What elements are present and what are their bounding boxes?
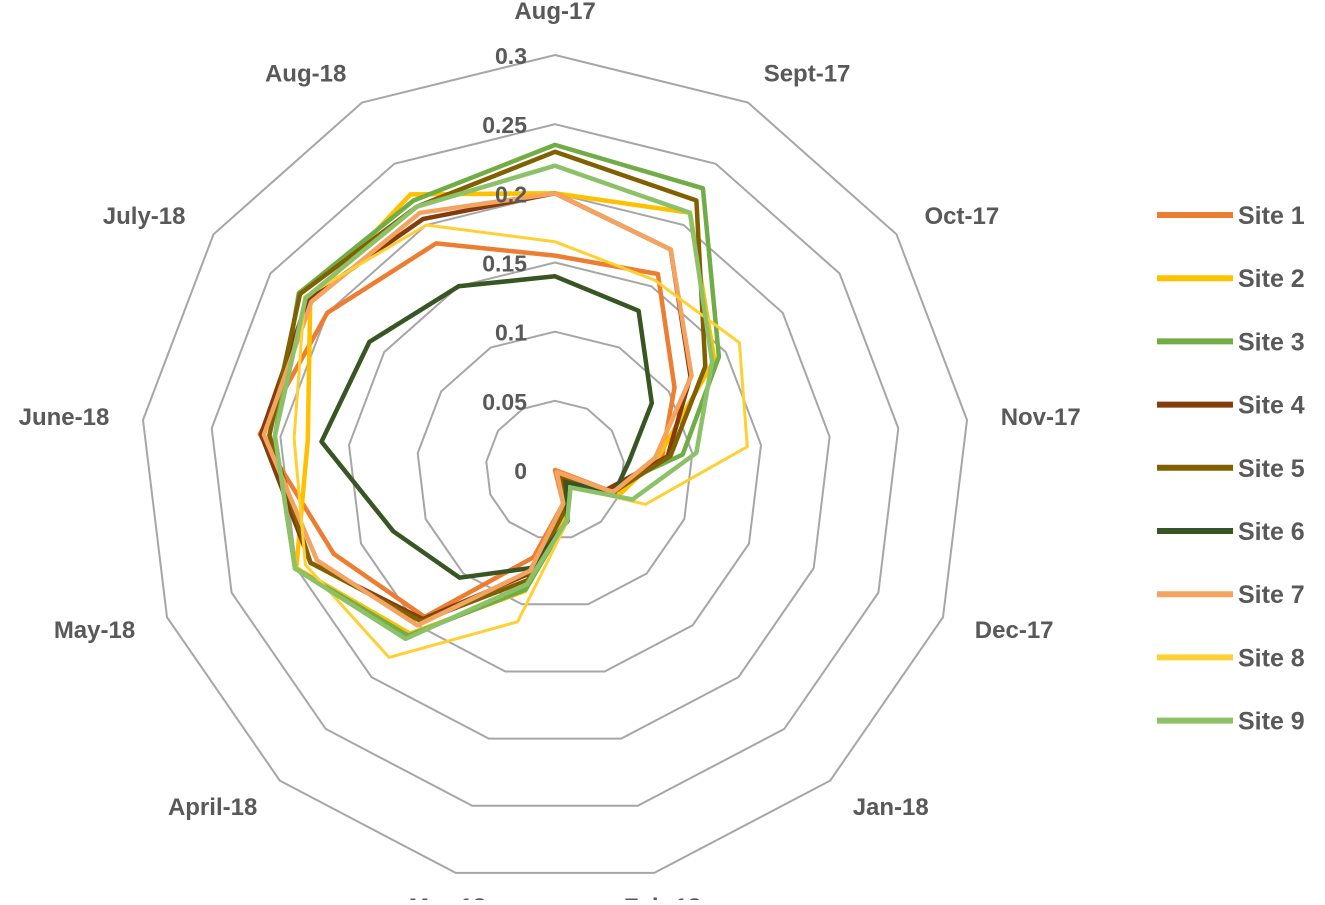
series-line-site-6 bbox=[319, 274, 655, 580]
legend-label: Site 7 bbox=[1238, 581, 1305, 609]
radial-tick-label: 0.25 bbox=[482, 112, 527, 138]
grid-ring bbox=[347, 261, 763, 673]
legend-label: Site 3 bbox=[1238, 328, 1305, 356]
category-label: Aug-17 bbox=[514, 0, 595, 25]
category-labels: Aug-17 Sept-17 Oct-17 Nov-17 Dec-17 Jan-18 Feb… bbox=[19, 0, 1081, 905]
radial-tick-label: 0 bbox=[514, 458, 527, 484]
legend-label: Site 8 bbox=[1238, 644, 1305, 672]
legend: Site 1 Site 2 Site 3 Site 4 Site 5 Site 6 Site… bbox=[1157, 202, 1305, 736]
category-label: May-18 bbox=[54, 617, 135, 644]
category-label: Nov-17 bbox=[1001, 404, 1081, 431]
grid bbox=[141, 53, 969, 874]
series-line-site-9 bbox=[272, 163, 715, 642]
legend-label: Site 1 bbox=[1238, 202, 1305, 230]
category-label: Mar-18 bbox=[409, 894, 486, 900]
grid-ring bbox=[210, 123, 900, 807]
series-line-site-7 bbox=[261, 191, 694, 628]
legend-label: Site 2 bbox=[1238, 265, 1305, 293]
series-line-site-5 bbox=[267, 149, 708, 624]
radial-tick-label: 0.2 bbox=[495, 181, 527, 207]
category-label: July-18 bbox=[103, 203, 186, 230]
legend-label: Site 4 bbox=[1238, 392, 1305, 420]
category-label: Jan-18 bbox=[853, 794, 929, 821]
radial-tick-label: 0.3 bbox=[495, 43, 527, 69]
grid-ring bbox=[141, 53, 969, 874]
series-lines bbox=[257, 142, 749, 659]
radial-tick-label: 0.05 bbox=[482, 389, 527, 415]
series-line-site-4 bbox=[258, 191, 693, 622]
grid-ring bbox=[279, 192, 831, 740]
category-label: April-18 bbox=[168, 794, 257, 821]
category-label: June-18 bbox=[19, 404, 110, 431]
category-label: Feb-18 bbox=[624, 894, 701, 900]
category-label: Oct-17 bbox=[925, 203, 1000, 230]
category-label: Aug-18 bbox=[265, 60, 346, 87]
radial-tick-label: 0.15 bbox=[482, 251, 527, 277]
legend-label: Site 5 bbox=[1238, 455, 1305, 483]
legend-label: Site 6 bbox=[1238, 518, 1305, 546]
category-label: Dec-17 bbox=[975, 617, 1054, 644]
category-label: Sept-17 bbox=[764, 60, 851, 87]
radial-tick-labels: 0 0.05 0.1 0.15 0.2 0.25 0.3 bbox=[482, 43, 527, 484]
legend-label: Site 9 bbox=[1238, 708, 1305, 736]
radial-tick-label: 0.1 bbox=[495, 320, 527, 346]
